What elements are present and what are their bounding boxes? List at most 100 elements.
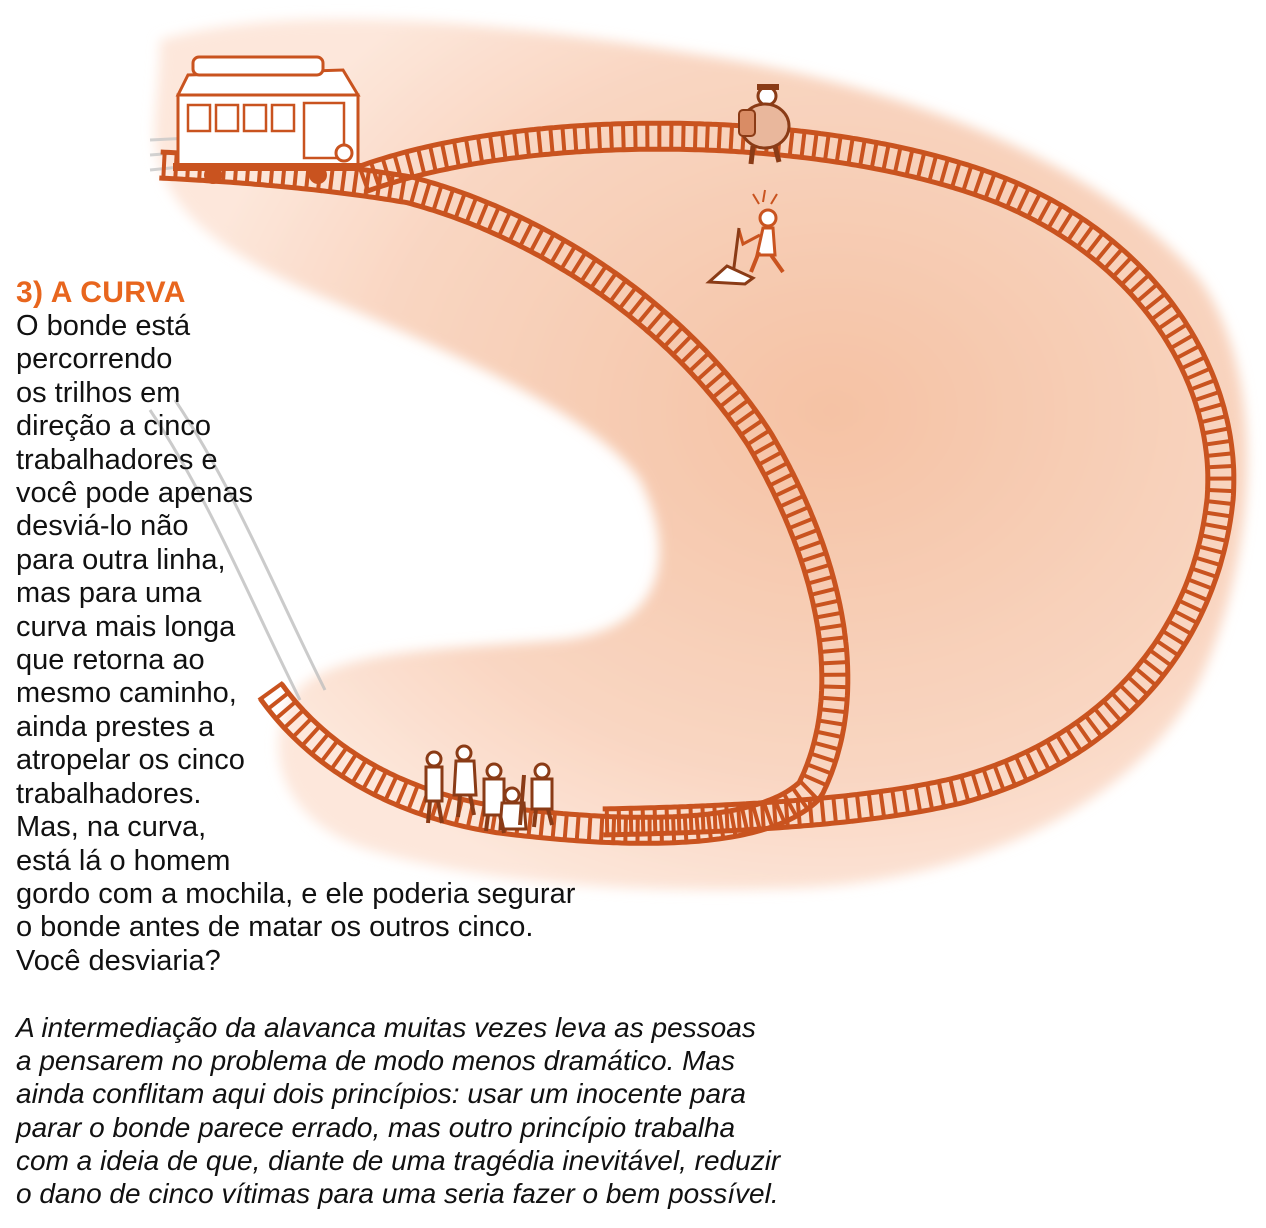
description-line: mesmo caminho,: [16, 677, 237, 710]
commentary-line: a pensarem no problema de modo menos dra…: [16, 1045, 736, 1077]
track-tie: [728, 808, 738, 839]
track-tie: [664, 805, 670, 836]
track-tie: [783, 799, 790, 830]
track-tie: [1200, 426, 1232, 436]
track-tie: [799, 129, 807, 160]
commentary-line: A intermediação da alavanca muitas vezes…: [16, 1012, 756, 1043]
track-tie: [771, 799, 778, 831]
track-tie: [308, 730, 332, 757]
track-tie: [822, 132, 831, 163]
track-tie: [816, 718, 847, 727]
track-tie: [653, 316, 677, 342]
track-tie: [842, 793, 851, 824]
commentary-line: parar o bonde parece errado, mas outro p…: [16, 1111, 736, 1143]
commentary-paragraph: A intermediação da alavanca muitas vezes…: [16, 1011, 780, 1210]
track-tie: [628, 806, 634, 837]
track-tie: [1084, 230, 1106, 257]
track-tie: [980, 766, 995, 797]
track-tie: [474, 199, 491, 230]
track-tie: [1034, 743, 1052, 773]
track-tie: [408, 176, 421, 207]
track-tie: [1064, 726, 1084, 754]
track-tie: [1035, 196, 1054, 226]
track-tie: [574, 812, 581, 843]
gray-incoming-track: [148, 399, 327, 701]
track-tie: [661, 324, 686, 350]
track-tie: [982, 171, 998, 201]
track-tie: [938, 156, 951, 187]
track-tie: [349, 757, 369, 786]
track-tie: [936, 779, 947, 810]
track-tie: [881, 142, 891, 173]
track-tie: [328, 745, 350, 772]
track-tie: [736, 802, 742, 833]
track-tie: [1181, 587, 1211, 603]
description-line: o bonde antes de matar os outros cinco.: [16, 911, 534, 944]
track-tie: [686, 350, 712, 375]
track-tie: [558, 243, 578, 272]
track-tie: [678, 341, 703, 366]
track-tie: [611, 814, 617, 845]
description-line: para outra linha,: [16, 543, 226, 576]
track-tie: [1125, 674, 1151, 698]
track-tie: [430, 183, 444, 213]
commentary-line: com a ideia de que, diante de uma tragéd…: [16, 1144, 781, 1176]
track-tie: [281, 707, 307, 731]
track-tie: [623, 815, 628, 846]
track-tie: [761, 460, 791, 478]
track-tie: [1014, 185, 1032, 215]
track-tie: [511, 129, 520, 160]
track-tie: [831, 794, 839, 826]
track-tie: [659, 815, 664, 846]
track-tie: [716, 122, 723, 153]
track-tie: [1183, 365, 1213, 382]
track-tie: [772, 482, 802, 499]
track-tie: [724, 397, 751, 419]
track-tie: [704, 122, 710, 153]
track-tie: [1189, 566, 1220, 580]
track-tie: [1148, 301, 1176, 323]
track-tie: [584, 123, 591, 154]
track-tie: [536, 126, 544, 158]
track-tie: [1023, 749, 1041, 778]
track-tie: [526, 808, 534, 839]
description-line: trabalhadores e: [16, 443, 218, 476]
track-tie: [453, 191, 468, 221]
track-tie: [681, 121, 686, 152]
track-rail: [363, 146, 1211, 812]
track-tie: [463, 136, 473, 167]
track-tie: [1195, 544, 1227, 556]
track-tie: [748, 801, 754, 832]
track-tie: [811, 130, 819, 162]
fat-man-icon: [738, 84, 791, 165]
track-tie: [290, 715, 315, 740]
track-tie: [1141, 291, 1168, 314]
track-tie: [805, 574, 836, 586]
track-tie: [915, 150, 927, 181]
track-tie: [1004, 180, 1021, 210]
track-tie: [694, 813, 701, 844]
track-tie: [419, 179, 433, 210]
track-tie: [670, 814, 677, 845]
track-tie: [1100, 698, 1124, 724]
track-tie: [1147, 647, 1174, 669]
track-tie: [813, 610, 844, 620]
track-tie: [1074, 223, 1096, 250]
track-tie: [441, 793, 454, 824]
track-tie: [427, 143, 439, 174]
track-tie: [819, 660, 850, 666]
track-tie: [351, 166, 360, 197]
track-tie: [819, 684, 850, 690]
description-line: que retorna ao: [16, 644, 205, 677]
track-tie: [1205, 487, 1236, 494]
description-line: Você desviaria?: [16, 944, 221, 977]
track-tie: [265, 690, 292, 712]
track-tie: [598, 270, 619, 298]
track-tie: [633, 121, 638, 152]
track-tie: [1054, 732, 1074, 761]
track-tie: [1205, 463, 1236, 470]
track-tie: [960, 163, 974, 194]
track-tie: [814, 729, 845, 740]
track-tie: [415, 146, 427, 177]
section-title: 3) A CURVA: [16, 276, 186, 309]
